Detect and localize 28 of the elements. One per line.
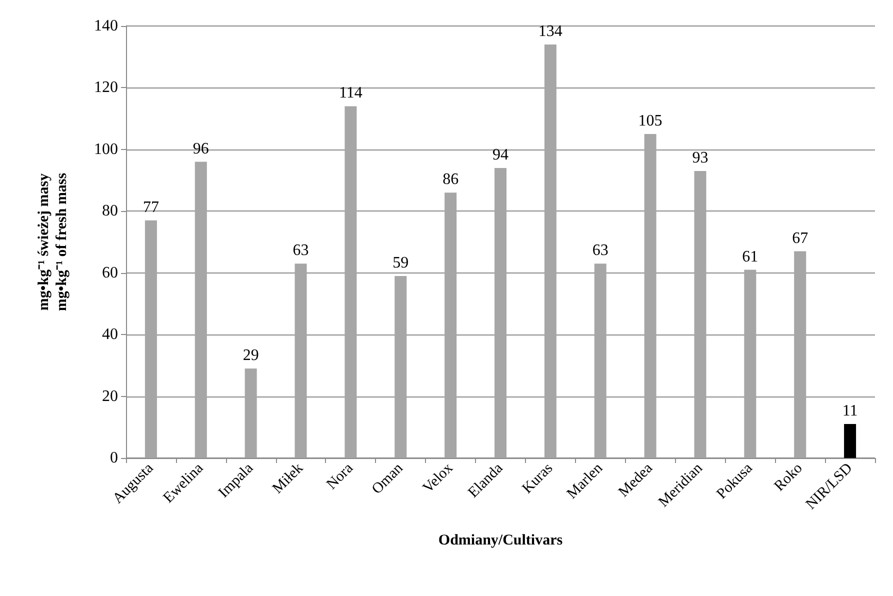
- data-label: 93: [692, 150, 708, 167]
- bar: [844, 424, 856, 458]
- y-tick-label: 100: [94, 140, 118, 158]
- data-label: 86: [442, 171, 459, 188]
- data-label: 61: [742, 248, 758, 266]
- y-tick-label: 0: [110, 450, 118, 466]
- y-tick-label: 40: [102, 326, 118, 344]
- y-tick-label: 80: [102, 202, 118, 220]
- y-tick-label: 60: [102, 264, 118, 282]
- y-tick-label: 120: [94, 79, 118, 96]
- y-axis-title: mg•kg⁻¹ świeżej masy mg•kg⁻¹ of fresh mass: [36, 172, 70, 312]
- x-tick-label: Velox: [420, 460, 457, 496]
- data-label: 11: [842, 402, 858, 420]
- data-label: 59: [392, 254, 409, 272]
- data-label: 67: [792, 230, 808, 247]
- data-label: 94: [492, 146, 508, 164]
- y-tick-label: 20: [102, 388, 118, 405]
- data-label: 77: [142, 198, 159, 216]
- data-label: 105: [638, 112, 662, 130]
- data-label: 134: [538, 23, 562, 40]
- x-tick-label: Nora: [324, 460, 357, 493]
- data-label: 96: [192, 140, 209, 158]
- data-label: 63: [592, 242, 608, 260]
- data-label: 114: [338, 84, 362, 102]
- data-label: 29: [242, 347, 259, 364]
- data-label: 63: [292, 242, 309, 260]
- x-axis-title: Odmiany/Cultivars: [438, 532, 563, 548]
- y-tick-label: 140: [94, 18, 118, 34]
